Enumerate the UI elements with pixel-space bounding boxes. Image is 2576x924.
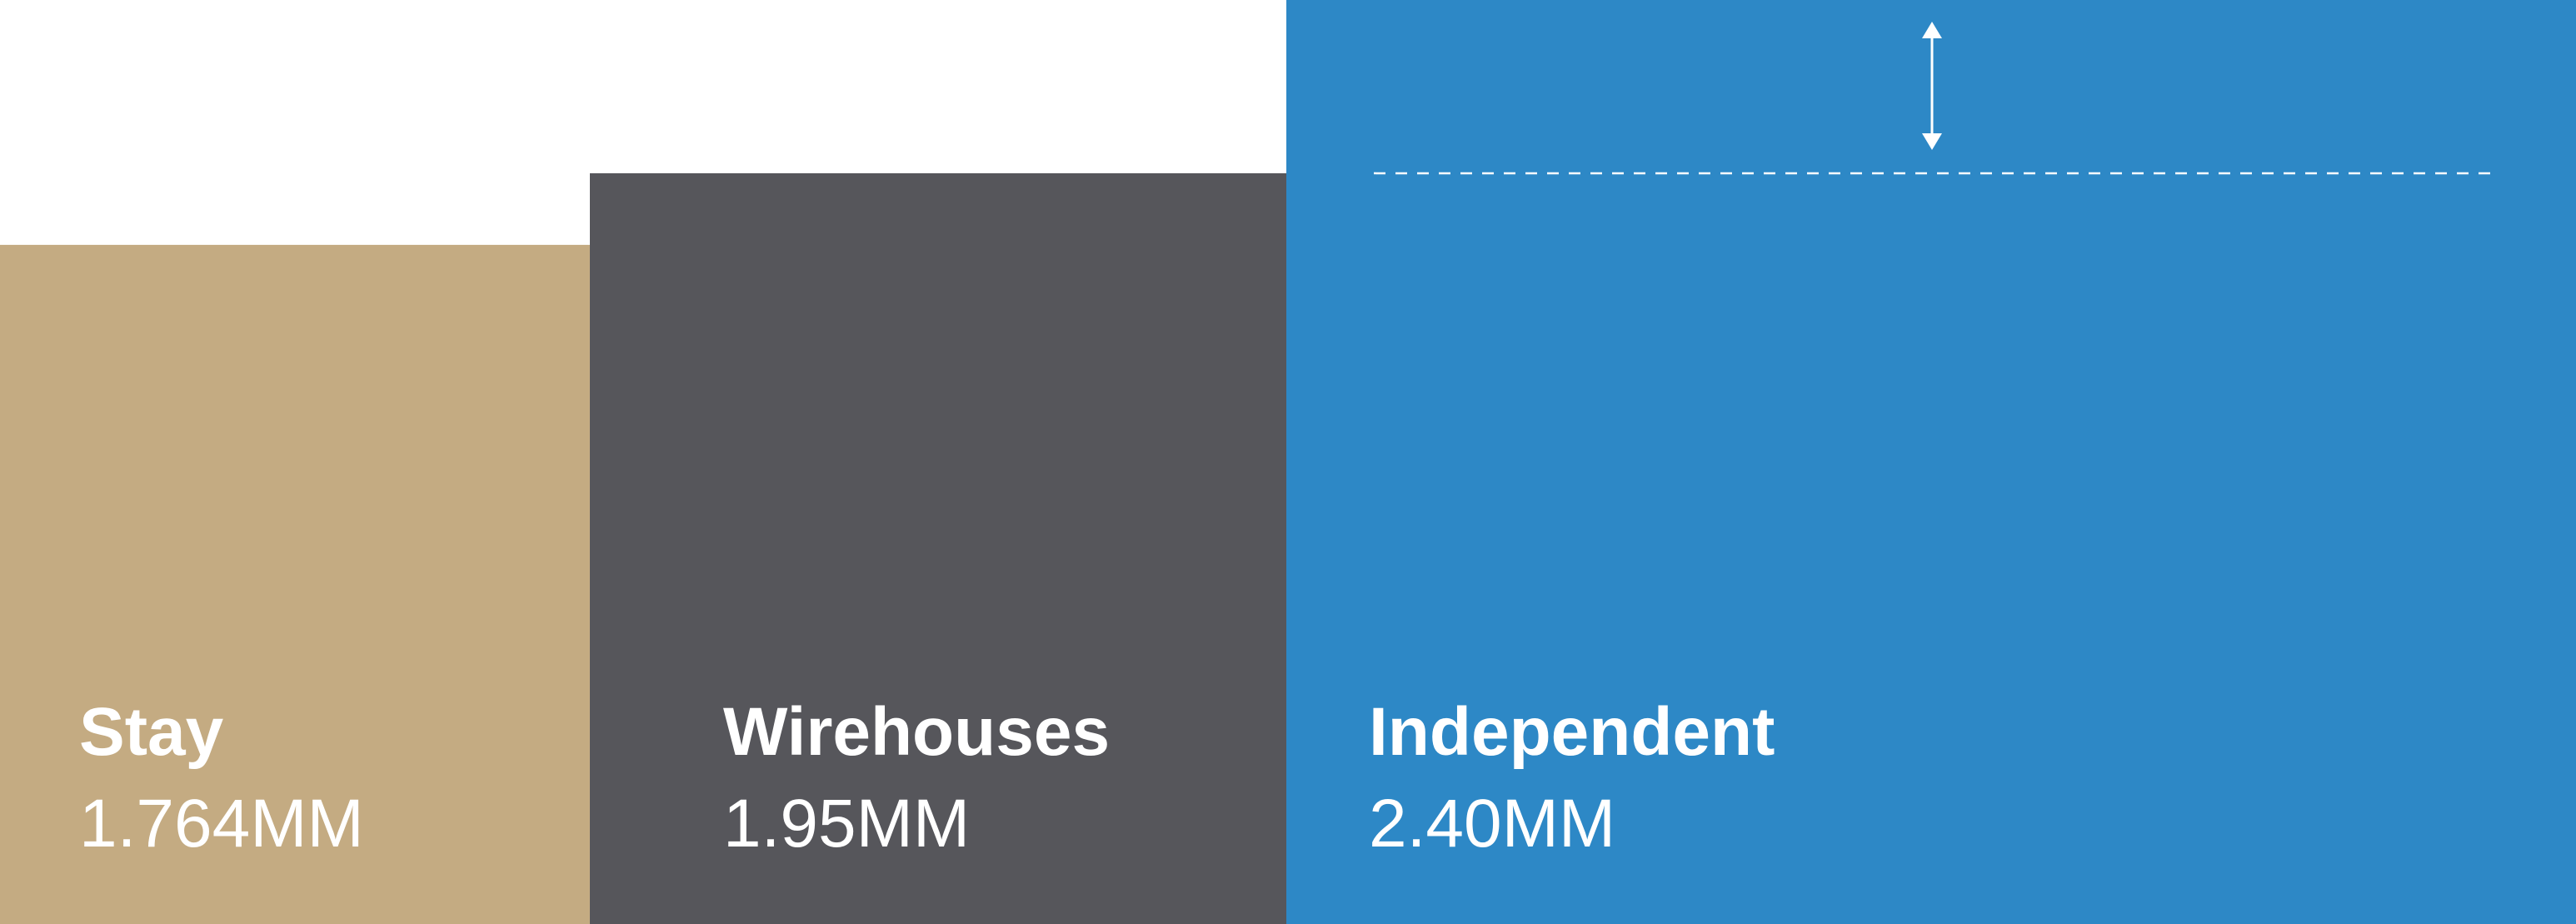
arrow-head [1922, 22, 1942, 38]
category-label: Wirehouses [723, 694, 1110, 770]
category-label: Independent [1369, 694, 1775, 770]
bar [0, 244, 590, 924]
bar [590, 172, 1286, 924]
arrow-head [1922, 132, 1942, 150]
category-label: Stay [79, 694, 224, 770]
bar [1286, 0, 2576, 924]
value-label: 1.95MM [723, 786, 970, 862]
value-label: 1.764MM [79, 786, 364, 862]
value-label: 2.40MM [1369, 786, 1615, 862]
